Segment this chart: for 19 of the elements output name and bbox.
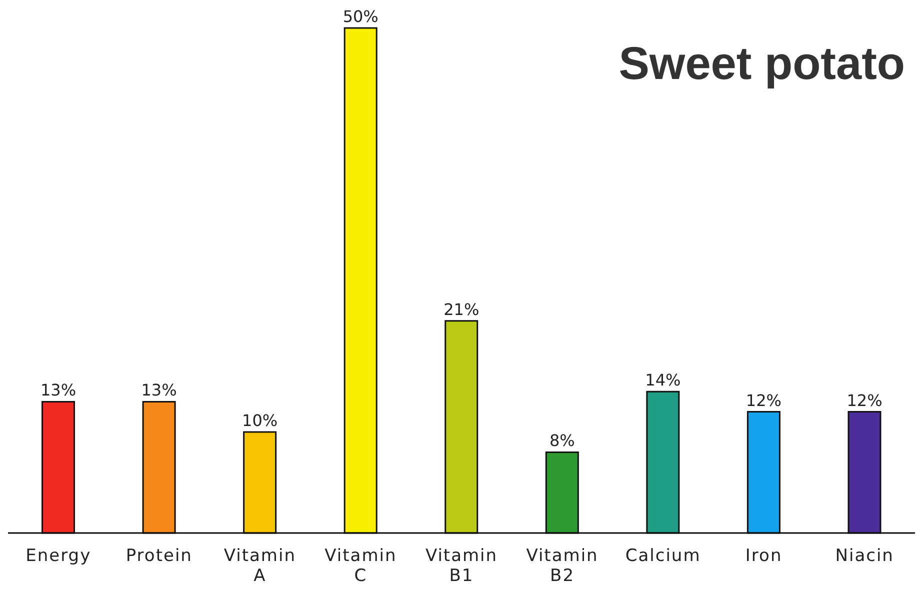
x-tick-label: Energy — [26, 546, 92, 566]
data-label: 14% — [645, 370, 681, 390]
x-tick-label: Vitamin B2 — [526, 546, 598, 586]
data-label: 8% — [549, 431, 575, 450]
x-tick-label: Vitamin C — [324, 546, 397, 586]
data-label: 12% — [846, 390, 882, 410]
data-label: 12% — [746, 390, 782, 410]
x-tick-label: Vitamin B1 — [425, 546, 498, 586]
x-tick-label: Calcium — [625, 546, 701, 566]
x-tick-label: Protein — [126, 546, 192, 566]
data-label: 13% — [40, 380, 76, 400]
data-label: 21% — [444, 300, 480, 319]
x-tick-label: Iron — [745, 546, 782, 566]
chart-title: Sweet potato — [618, 36, 905, 90]
data-label: 50% — [342, 7, 378, 26]
x-tick-label: Niacin — [835, 546, 894, 566]
x-tick-label: Vitamin A — [224, 546, 296, 586]
data-label: 10% — [242, 411, 278, 430]
data-label: 13% — [141, 380, 177, 400]
